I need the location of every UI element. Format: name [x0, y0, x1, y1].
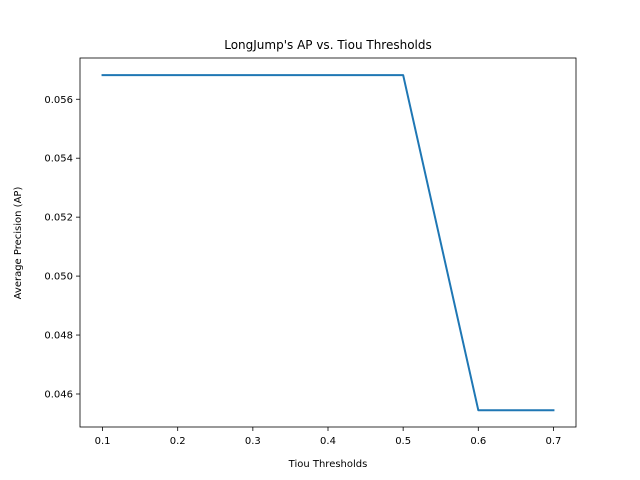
y-axis-label: Average Precision (AP) — [13, 187, 24, 300]
y-tick-label-0: 0.046 — [44, 389, 73, 400]
x-axis-label: Tiou Thresholds — [288, 459, 368, 470]
x-tick-label-4: 0.5 — [395, 436, 411, 447]
x-tick-label-2: 0.3 — [245, 436, 261, 447]
chart-title: LongJump's AP vs. Tiou Thresholds — [224, 38, 432, 52]
y-tick-label-4: 0.054 — [44, 154, 73, 165]
series-line-0 — [101, 74, 555, 412]
y-tick-label-5: 0.056 — [44, 95, 73, 106]
y-tick-label-1: 0.048 — [44, 331, 73, 342]
x-tick-label-3: 0.4 — [320, 436, 336, 447]
x-tick-label-6: 0.7 — [546, 436, 562, 447]
x-tick-label-1: 0.2 — [170, 436, 186, 447]
y-tick-label-2: 0.050 — [44, 272, 73, 283]
plot-area: 0.1 0.2 0.3 0.4 0.5 0.6 0.7 0.046 0.048 0.050 0.05… — [44, 57, 577, 447]
x-tick-label-5: 0.6 — [470, 436, 486, 447]
x-tick-label-0: 0.1 — [95, 436, 111, 447]
y-tick-label-3: 0.052 — [44, 213, 73, 224]
